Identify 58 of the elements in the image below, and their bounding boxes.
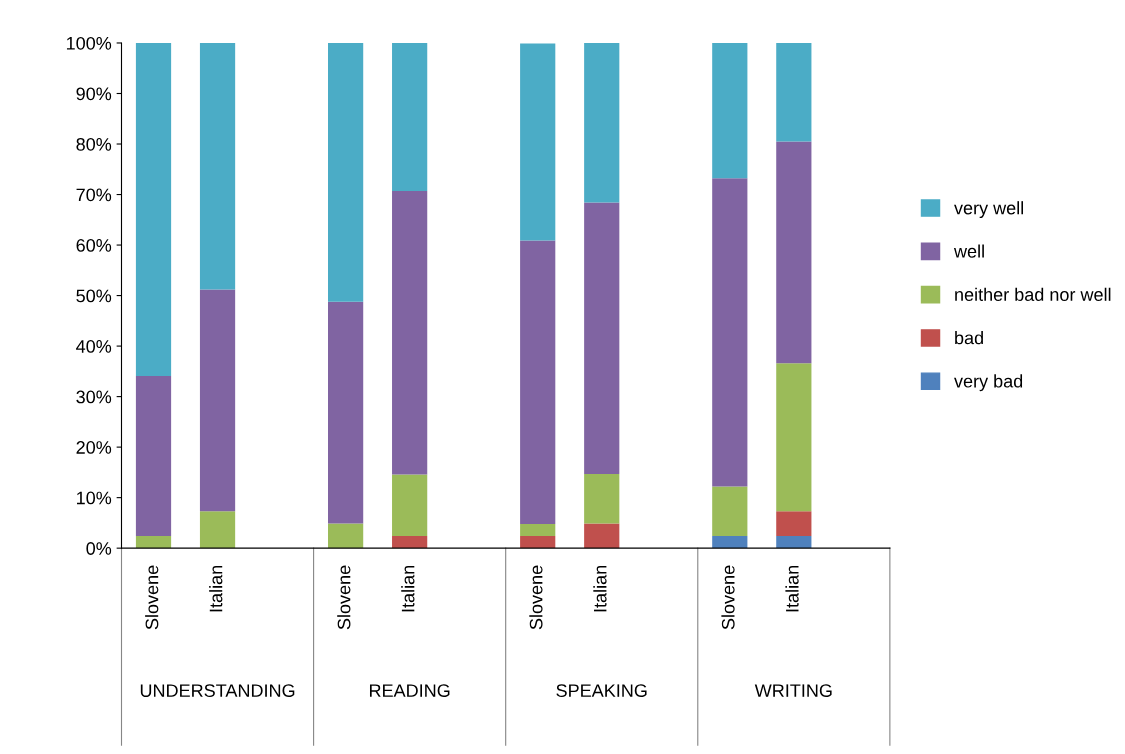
bar bbox=[328, 42, 364, 302]
y-tick-label: 50% bbox=[76, 289, 112, 303]
bar bbox=[199, 289, 236, 512]
legend-label: well bbox=[953, 244, 984, 258]
bar bbox=[392, 191, 428, 475]
bar bbox=[328, 523, 364, 549]
x-tick-label: Slovene bbox=[721, 565, 735, 630]
bar bbox=[776, 536, 812, 549]
x-tick-label: Slovene bbox=[529, 565, 543, 630]
text: WRITING bbox=[754, 684, 832, 697]
bar bbox=[712, 178, 748, 487]
bar bbox=[392, 474, 428, 537]
y-tick-label: 90% bbox=[76, 87, 112, 101]
bar bbox=[520, 536, 556, 549]
bar bbox=[712, 536, 748, 549]
text: UNDERSTANDING bbox=[140, 684, 295, 697]
legend-label: bad bbox=[955, 331, 983, 345]
bar bbox=[135, 375, 172, 537]
y-tick-label: 20% bbox=[76, 441, 112, 454]
text: SPEAKING bbox=[556, 684, 647, 697]
legend-label: neither bad nor well bbox=[955, 287, 1111, 301]
bar bbox=[392, 42, 428, 191]
bar bbox=[776, 363, 812, 512]
bar bbox=[584, 202, 620, 474]
y-tick-label: 10% bbox=[77, 491, 112, 505]
x-tick-label: Italian bbox=[593, 565, 607, 612]
text: READING bbox=[369, 684, 450, 697]
legend-label: very well bbox=[954, 201, 1024, 218]
bar bbox=[712, 42, 748, 179]
bar bbox=[199, 42, 236, 290]
x-tick-label: Italian bbox=[209, 565, 223, 612]
y-tick-label: 40% bbox=[76, 340, 112, 353]
bar bbox=[328, 301, 364, 524]
x-tick-label: Italian bbox=[401, 565, 415, 612]
bar bbox=[712, 486, 748, 537]
bar bbox=[584, 42, 620, 203]
y-tick-label: 0% bbox=[86, 542, 112, 555]
y-tick-label: 80% bbox=[76, 137, 112, 151]
bar bbox=[584, 473, 620, 524]
bar bbox=[392, 536, 428, 549]
legend-label: very bad bbox=[954, 374, 1023, 392]
bar bbox=[135, 536, 172, 549]
y-tick-label: 60% bbox=[76, 238, 112, 252]
bar bbox=[135, 42, 172, 376]
y-tick-label: 30% bbox=[76, 390, 112, 404]
bar bbox=[776, 511, 812, 537]
bar bbox=[199, 511, 236, 549]
bar bbox=[520, 43, 556, 241]
bar bbox=[584, 523, 620, 549]
bar bbox=[776, 141, 812, 364]
bar bbox=[520, 240, 556, 524]
x-tick-label: Slovene bbox=[145, 565, 159, 630]
y-tick-label: 70% bbox=[76, 188, 112, 202]
bar bbox=[776, 42, 812, 142]
x-tick-label: Slovene bbox=[337, 565, 351, 630]
bar bbox=[520, 523, 556, 537]
x-tick-label: Italian bbox=[785, 565, 799, 612]
y-tick-label: 100% bbox=[66, 36, 112, 50]
